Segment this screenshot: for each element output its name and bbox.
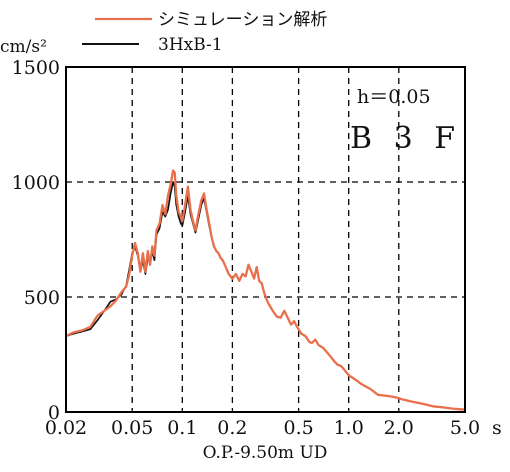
x-tick-label: 1.0 — [334, 417, 364, 439]
x-axis-label: O.P.-9.50m UD — [203, 443, 328, 463]
x-tick-label: 0.5 — [283, 417, 313, 439]
y-unit-label: cm/s² — [0, 37, 47, 57]
x-tick-label: 0.05 — [111, 417, 153, 439]
legend-label-simulation: シミュレーション解析 — [158, 10, 327, 30]
x-tick-label: 5.0 — [450, 417, 480, 439]
y-tick-label: 500 — [24, 287, 60, 309]
damping-annotation: h＝0.05 — [357, 86, 431, 108]
grid-lines — [66, 67, 465, 412]
y-tick-label: 0 — [48, 402, 60, 424]
x-tick-labels: 0.02 0.05 0.1 0.2 0.5 1.0 2.0 5.0 — [45, 417, 480, 439]
x-tick-label: 0.2 — [217, 417, 247, 439]
x-tick-label: 0.02 — [45, 417, 87, 439]
floor-annotation: B 3 F — [350, 121, 461, 156]
plot-frame — [65, 66, 466, 413]
x-tick-label: 2.0 — [384, 417, 414, 439]
x-tick-label: 0.1 — [167, 417, 197, 439]
y-tick-labels: 0 500 1000 1500 — [12, 57, 60, 424]
y-tick-label: 1000 — [12, 172, 60, 194]
legend-label-observed: 3HxB-1 — [158, 35, 223, 55]
series-lines — [65, 169, 466, 411]
x-unit-label: s — [492, 417, 502, 439]
y-tick-label: 1500 — [12, 57, 60, 79]
series-line-simulation — [65, 169, 466, 411]
legend: シミュレーション解析 3HxB-1 — [82, 10, 327, 55]
